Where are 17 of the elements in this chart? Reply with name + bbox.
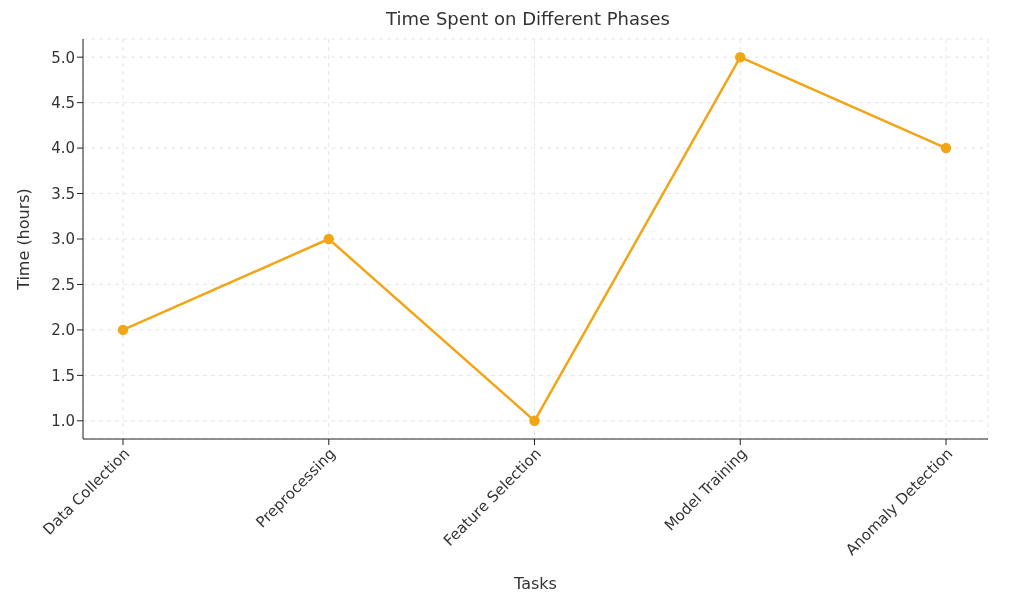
x-axis-title: Tasks [513, 574, 557, 593]
point [529, 415, 540, 427]
point [940, 142, 952, 154]
point [117, 324, 129, 336]
y-tick-label: 1.0 [51, 412, 75, 431]
chart-title: Time Spent on Different Phases [385, 8, 671, 29]
y-tick-label: 1.5 [51, 366, 75, 385]
y-tick-label: 5.0 [51, 48, 75, 67]
y-axis-title: Time (hours) [13, 188, 33, 291]
y-tick-label: 4.0 [51, 139, 75, 158]
y-tick-label: 3.0 [51, 230, 75, 249]
y-tick-label: 2.0 [51, 321, 75, 340]
y-tick-label: 2.5 [51, 275, 75, 294]
y-tick-label: 4.5 [51, 93, 75, 112]
point [323, 233, 334, 245]
point [735, 51, 746, 63]
y-tick-label: 3.5 [51, 184, 75, 203]
